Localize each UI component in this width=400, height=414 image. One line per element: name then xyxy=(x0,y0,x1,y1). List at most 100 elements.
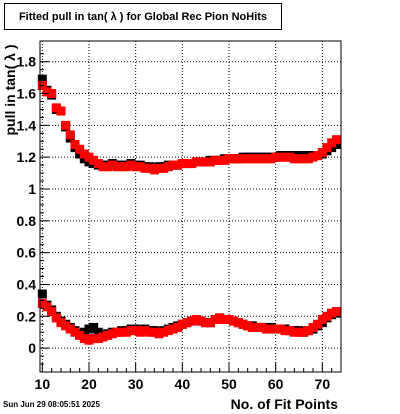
red-series-marker xyxy=(42,302,52,312)
red-series-marker xyxy=(61,321,71,331)
black-series-marker xyxy=(79,154,89,164)
black-series-marker xyxy=(327,143,337,153)
red-series-marker xyxy=(135,162,145,172)
red-series-marker xyxy=(65,324,75,334)
red-series-marker xyxy=(327,308,337,318)
x-axis-label: No. of Fit Points xyxy=(230,396,338,412)
red-series-marker xyxy=(285,326,295,336)
red-series-marker xyxy=(317,314,327,324)
red-series-marker xyxy=(98,332,108,342)
red-series-marker xyxy=(210,314,220,324)
red-series-marker xyxy=(93,159,103,169)
red-series-marker xyxy=(252,322,262,332)
red-series-marker xyxy=(131,326,141,336)
tick-labels: 10 20 30 40 50 60 70 0 0.2 0.4 0.6 0.8 1 1.2 1.4 1.6 1.8 xyxy=(17,54,331,392)
red-series-marker xyxy=(266,154,276,164)
red-series-marker xyxy=(233,318,243,328)
red-series-marker xyxy=(173,160,183,170)
red-series-marker xyxy=(299,154,309,164)
red-series-marker xyxy=(243,321,253,331)
red-series-marker xyxy=(308,322,318,332)
red-series-marker xyxy=(303,154,313,164)
red-series-marker xyxy=(224,154,234,164)
red-series-marker xyxy=(159,327,169,337)
red-series-marker xyxy=(331,135,341,145)
red-series-marker xyxy=(308,152,318,162)
red-series-marker xyxy=(65,130,75,140)
y-tick-label: 0.6 xyxy=(17,245,37,261)
red-series-marker xyxy=(233,154,243,164)
black-series-marker xyxy=(75,149,85,159)
red-series-marker xyxy=(79,334,89,344)
red-series-marker xyxy=(201,318,211,328)
red-series-marker xyxy=(191,314,201,324)
red-series-marker xyxy=(126,160,136,170)
red-series-marker xyxy=(289,154,299,164)
red-series-marker xyxy=(47,89,57,99)
red-series-marker xyxy=(89,155,99,165)
y-tick-label: 1.4 xyxy=(17,117,37,133)
black-series-marker xyxy=(331,139,341,149)
red-series-marker xyxy=(205,318,215,328)
red-series-marker xyxy=(140,163,150,173)
red-series-marker xyxy=(215,313,225,323)
red-series-marker xyxy=(271,152,281,162)
red-series-marker xyxy=(56,106,66,116)
red-series-marker xyxy=(121,162,131,172)
red-series-marker xyxy=(168,324,178,334)
red-series-marker xyxy=(42,87,52,97)
red-series-marker xyxy=(196,316,206,326)
x-tick-label: 50 xyxy=(221,376,237,392)
red-series-marker xyxy=(280,326,290,336)
red-series-marker xyxy=(294,154,304,164)
plot-frame xyxy=(39,40,342,373)
red-series-marker xyxy=(163,326,173,336)
red-series-marker xyxy=(61,120,71,130)
red-series-marker xyxy=(79,149,89,159)
x-tick-label: 60 xyxy=(268,376,284,392)
y-tick-label: 1.6 xyxy=(17,86,37,102)
red-series-marker xyxy=(112,327,122,337)
red-series-marker xyxy=(196,157,206,167)
red-series-marker xyxy=(98,162,108,172)
axis-ticks xyxy=(40,53,333,372)
red-series-marker xyxy=(238,154,248,164)
red-series-marker xyxy=(252,154,262,164)
red-series-marker xyxy=(210,155,220,165)
red-series-marker xyxy=(145,163,155,173)
red-series-marker xyxy=(177,159,187,169)
red-series-marker xyxy=(173,322,183,332)
grid-lines xyxy=(40,41,341,372)
red-series-marker xyxy=(177,319,187,329)
red-series-marker xyxy=(280,152,290,162)
red-series-marker xyxy=(121,327,131,337)
y-tick-label: 0.4 xyxy=(17,276,37,292)
red-series-marker xyxy=(303,326,313,336)
red-series-marker xyxy=(126,326,136,336)
red-series-marker xyxy=(84,152,94,162)
red-series-marker xyxy=(191,157,201,167)
red-series-marker xyxy=(257,322,267,332)
red-series-marker xyxy=(215,155,225,165)
timestamp-label: Sun Jun 29 08:05:51 2025 xyxy=(3,400,100,409)
x-tick-label: 20 xyxy=(81,376,97,392)
red-series-marker xyxy=(75,144,85,154)
red-series-marker xyxy=(103,330,113,340)
red-series-marker xyxy=(261,154,271,164)
red-series-marker xyxy=(219,155,229,165)
black-series-marker xyxy=(37,74,47,84)
red-series-marker xyxy=(243,154,253,164)
red-series-marker xyxy=(37,299,47,309)
red-series-marker xyxy=(93,334,103,344)
x-tick-label: 40 xyxy=(175,376,191,392)
black-series-marker xyxy=(37,289,47,299)
red-series-marker xyxy=(149,327,159,337)
red-series-marker xyxy=(47,307,57,317)
red-series-marker xyxy=(247,154,257,164)
red-series-marker xyxy=(112,162,122,172)
y-tick-label: 1.2 xyxy=(17,149,37,165)
red-series-marker xyxy=(70,327,80,337)
red-series-marker xyxy=(313,319,323,329)
red-series-marker xyxy=(331,307,341,317)
red-series-marker xyxy=(219,314,229,324)
